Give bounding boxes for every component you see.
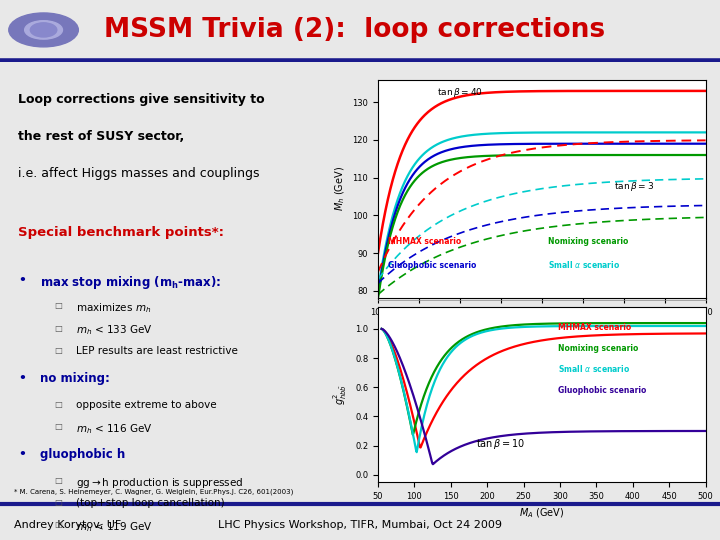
- Text: □: □: [54, 498, 62, 507]
- Text: gluophobic h: gluophobic h: [40, 448, 125, 461]
- Text: the rest of SUSY sector,: the rest of SUSY sector,: [18, 130, 184, 143]
- Text: MHMAX scenario: MHMAX scenario: [558, 323, 631, 332]
- Text: MSSM Trivia (2):  loop corrections: MSSM Trivia (2): loop corrections: [104, 17, 606, 43]
- Text: opposite extreme to above: opposite extreme to above: [76, 400, 216, 409]
- Text: max stop mixing ($\mathbf{m_h}$-max):: max stop mixing ($\mathbf{m_h}$-max):: [40, 274, 221, 291]
- Ellipse shape: [30, 23, 57, 37]
- Text: * M. Carena, S. Heinemeyer, C. Wagner, G. Weiglein, Eur.Phys.J. C26, 601(2003): * M. Carena, S. Heinemeyer, C. Wagner, G…: [14, 489, 294, 495]
- Text: LHC Physics Workshop, TIFR, Mumbai, Oct 24 2009: LHC Physics Workshop, TIFR, Mumbai, Oct …: [218, 519, 502, 530]
- Text: •: •: [18, 448, 26, 461]
- Text: Andrey Korytov, UF: Andrey Korytov, UF: [14, 519, 122, 530]
- X-axis label: $M_A$ (GeV): $M_A$ (GeV): [519, 507, 564, 520]
- Text: □: □: [54, 346, 62, 355]
- Text: □: □: [54, 301, 62, 310]
- Text: □: □: [54, 422, 62, 431]
- Text: $\tan\beta = 10$: $\tan\beta = 10$: [477, 437, 526, 451]
- Text: Small $\alpha$ scenario: Small $\alpha$ scenario: [549, 259, 621, 269]
- Ellipse shape: [9, 13, 78, 47]
- Text: □: □: [54, 400, 62, 409]
- Text: Small $\alpha$ scenario: Small $\alpha$ scenario: [558, 363, 631, 374]
- Text: (top+stop loop cancellation): (top+stop loop cancellation): [76, 498, 224, 508]
- Text: maximizes $m_h$: maximizes $m_h$: [76, 301, 150, 315]
- Text: $m_h$ < 119 GeV: $m_h$ < 119 GeV: [76, 520, 153, 534]
- Text: •: •: [18, 274, 26, 287]
- Text: Special benchmark points*:: Special benchmark points*:: [18, 226, 224, 239]
- Text: •: •: [18, 373, 26, 386]
- Text: □: □: [54, 323, 62, 333]
- Y-axis label: $g_{hb\bar{b}}^2$: $g_{hb\bar{b}}^2$: [332, 384, 349, 405]
- Ellipse shape: [24, 21, 63, 39]
- Text: LEP results are least restrictive: LEP results are least restrictive: [76, 346, 238, 356]
- X-axis label: $M_A$ (GeV): $M_A$ (GeV): [516, 322, 567, 336]
- Text: Loop corrections give sensitivity to: Loop corrections give sensitivity to: [18, 93, 265, 106]
- Text: MHMAX scenario: MHMAX scenario: [388, 237, 461, 246]
- Text: Gluophobic scenario: Gluophobic scenario: [388, 261, 476, 269]
- Text: □: □: [54, 476, 62, 484]
- Y-axis label: $M_h$ (GeV): $M_h$ (GeV): [333, 166, 347, 212]
- Text: Nomixing scenario: Nomixing scenario: [558, 344, 639, 353]
- Text: $m_h$ < 116 GeV: $m_h$ < 116 GeV: [76, 422, 153, 436]
- Text: gg$\rightarrow$h production is suppressed: gg$\rightarrow$h production is suppresse…: [76, 476, 243, 490]
- Text: Nomixing scenario: Nomixing scenario: [549, 237, 629, 246]
- Text: $m_h$ < 133 GeV: $m_h$ < 133 GeV: [76, 323, 153, 338]
- Text: □: □: [54, 520, 62, 529]
- Text: Gluophobic scenario: Gluophobic scenario: [558, 386, 647, 395]
- Text: $\tan\beta = 40$: $\tan\beta = 40$: [437, 86, 483, 99]
- Text: i.e. affect Higgs masses and couplings: i.e. affect Higgs masses and couplings: [18, 167, 259, 180]
- Text: $\tan\beta = 3$: $\tan\beta = 3$: [614, 180, 654, 193]
- Text: no mixing:: no mixing:: [40, 373, 109, 386]
